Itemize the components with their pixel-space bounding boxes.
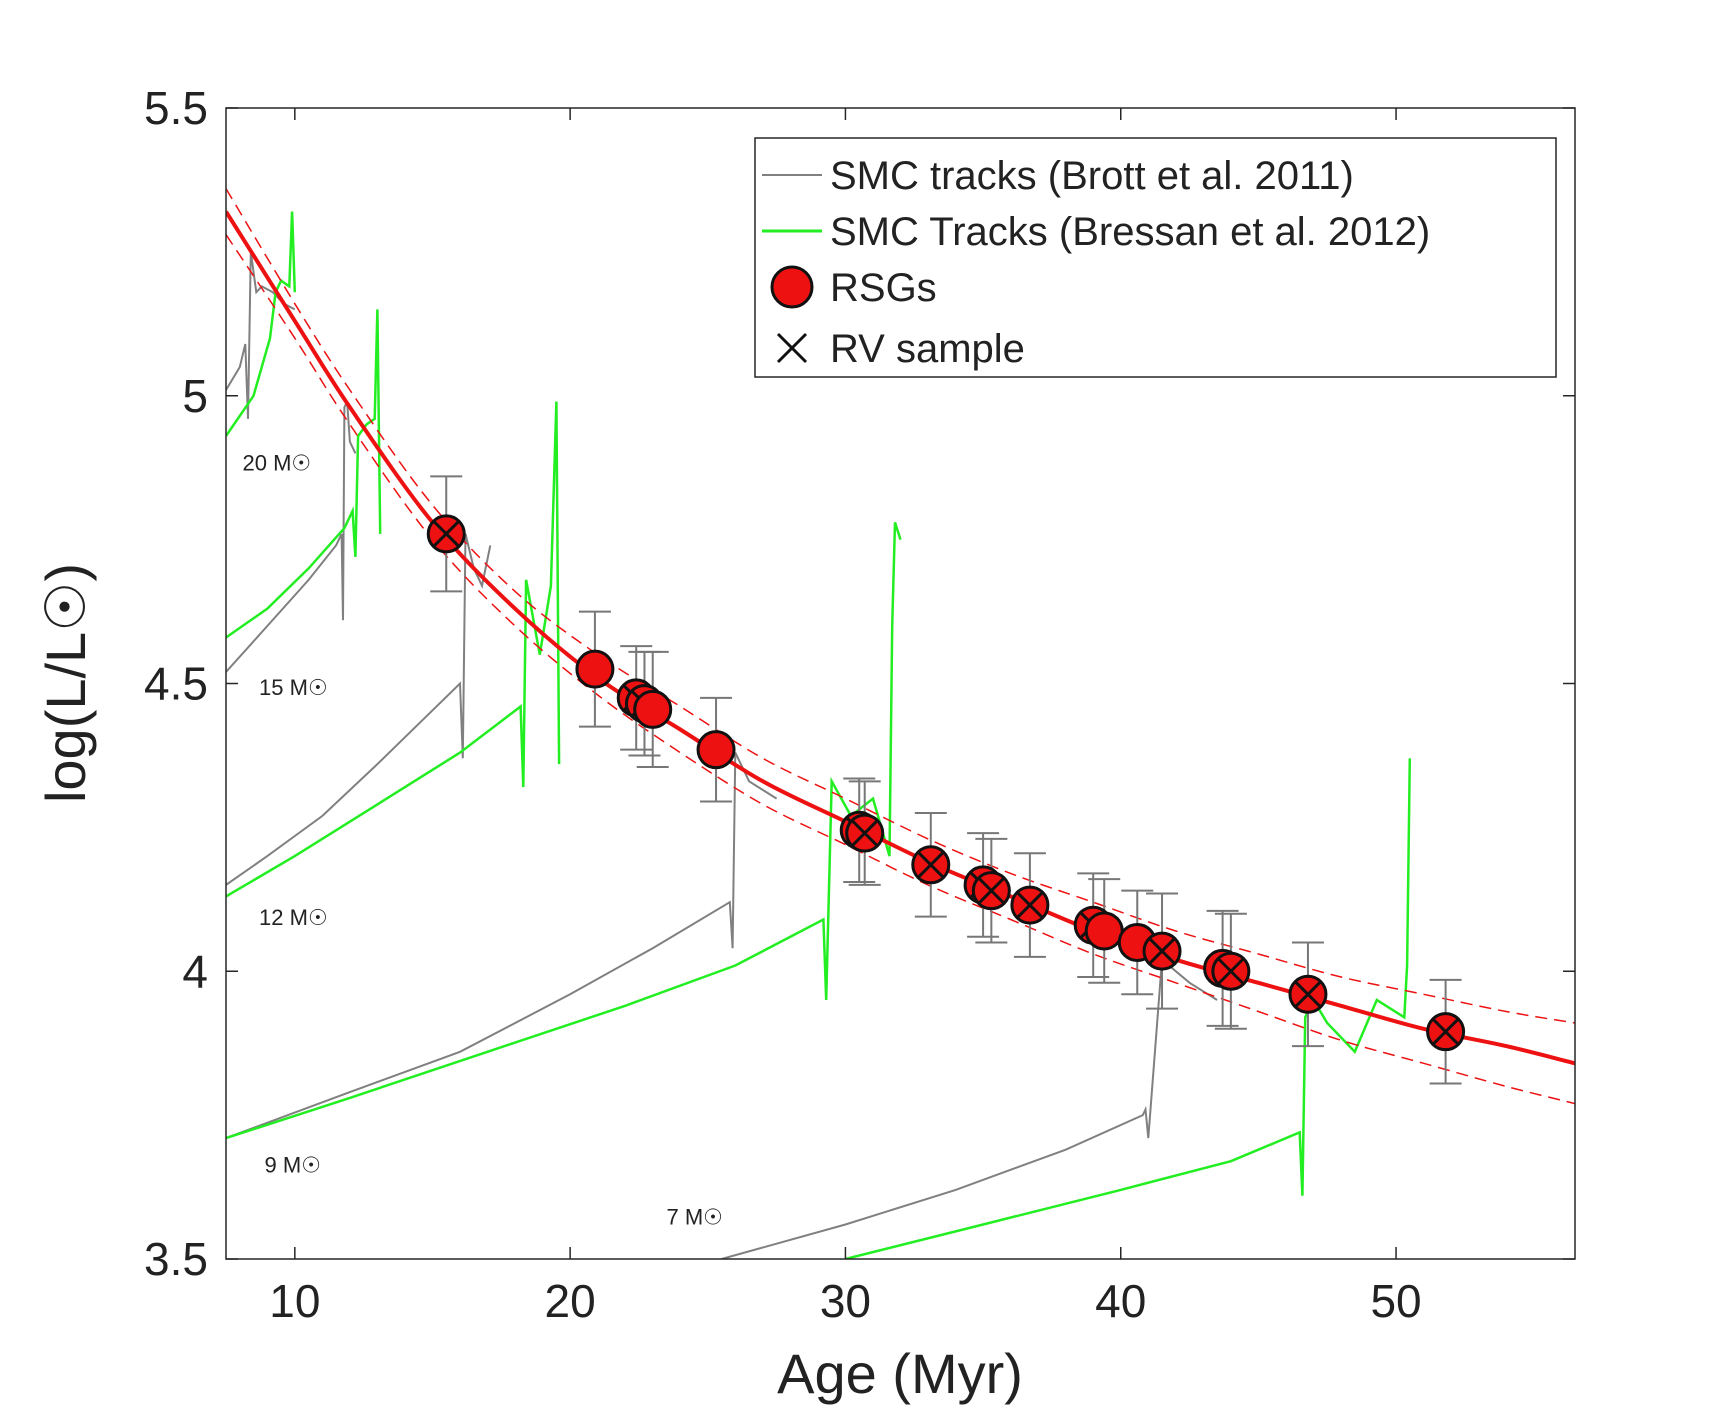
legend-label-bressan: SMC Tracks (Bressan et al. 2012) (830, 210, 1430, 254)
fit-band-lower (226, 234, 1575, 1105)
x-tick-label-4: 50 (1370, 1275, 1421, 1327)
y-tick-label-4: 5.5 (144, 82, 208, 134)
bressan-track-3 (226, 522, 902, 1140)
legend-label-rsgs: RSGs (830, 266, 937, 310)
mass-label-0: 20 M☉ (243, 451, 312, 476)
bressan-track-0 (226, 211, 297, 437)
rv-marker-10 (978, 877, 1005, 904)
x-tick-label-3: 40 (1095, 1275, 1146, 1327)
rv-marker-18 (1294, 981, 1322, 1008)
legend: SMC tracks (Brott et al. 2011) SMC Track… (754, 137, 1557, 378)
x-tick-label-2: 30 (820, 1275, 871, 1327)
legend-swatch-rv (776, 332, 808, 364)
rv-marker-15 (1148, 938, 1176, 965)
mass-label-4: 7 M☉ (666, 1204, 722, 1229)
y-tick-label-1: 4 (182, 945, 208, 997)
bressan-track-1 (226, 309, 382, 639)
mass-label-1: 15 M☉ (259, 675, 328, 700)
rsg-point-13 (1084, 911, 1124, 951)
legend-label-brott: SMC tracks (Brott et al. 2011) (830, 154, 1354, 198)
brott-track-1 (226, 401, 357, 673)
mass-label-2: 12 M☉ (259, 905, 328, 930)
legend-box (754, 137, 1557, 378)
x-tick-label-1: 20 (545, 1275, 596, 1327)
rsg-point-5 (696, 730, 736, 770)
rv-marker-11 (1016, 892, 1043, 919)
rsg-points (426, 514, 1466, 1052)
rv-marker-17 (1217, 958, 1244, 985)
rv-marker-7 (851, 820, 878, 847)
brott-track-4 (721, 957, 1218, 1259)
rsg-point-4 (633, 689, 673, 729)
rsg-point-1 (575, 649, 615, 689)
rv-marker-8 (917, 851, 944, 878)
fit-band-upper (226, 188, 1575, 1024)
bressan-track-2 (226, 401, 561, 898)
y-axis-label: log(L/L☉) (34, 563, 97, 803)
y-tick-label-3: 5 (182, 370, 208, 422)
axes: 10 20 30 40 50 3.5 4 4.5 5 5.5 (144, 82, 1575, 1327)
legend-label-rv-sample: RV sample (830, 327, 1025, 371)
legend-swatch-rsg (770, 265, 814, 309)
y-tick-label-2: 4.5 (144, 658, 208, 710)
x-tick-label-0: 10 (269, 1275, 320, 1327)
rv-marker-19 (1432, 1018, 1459, 1045)
y-tick-label-0: 3.5 (144, 1233, 208, 1285)
rv-marker-0 (433, 520, 460, 547)
x-axis-label: Age (Myr) (777, 1342, 1023, 1405)
mass-label-3: 9 M☉ (265, 1153, 321, 1178)
brott-track-2 (226, 533, 492, 886)
mass-labels: 20 M☉ 15 M☉ 12 M☉ 9 M☉ 7 M☉ (243, 451, 723, 1230)
